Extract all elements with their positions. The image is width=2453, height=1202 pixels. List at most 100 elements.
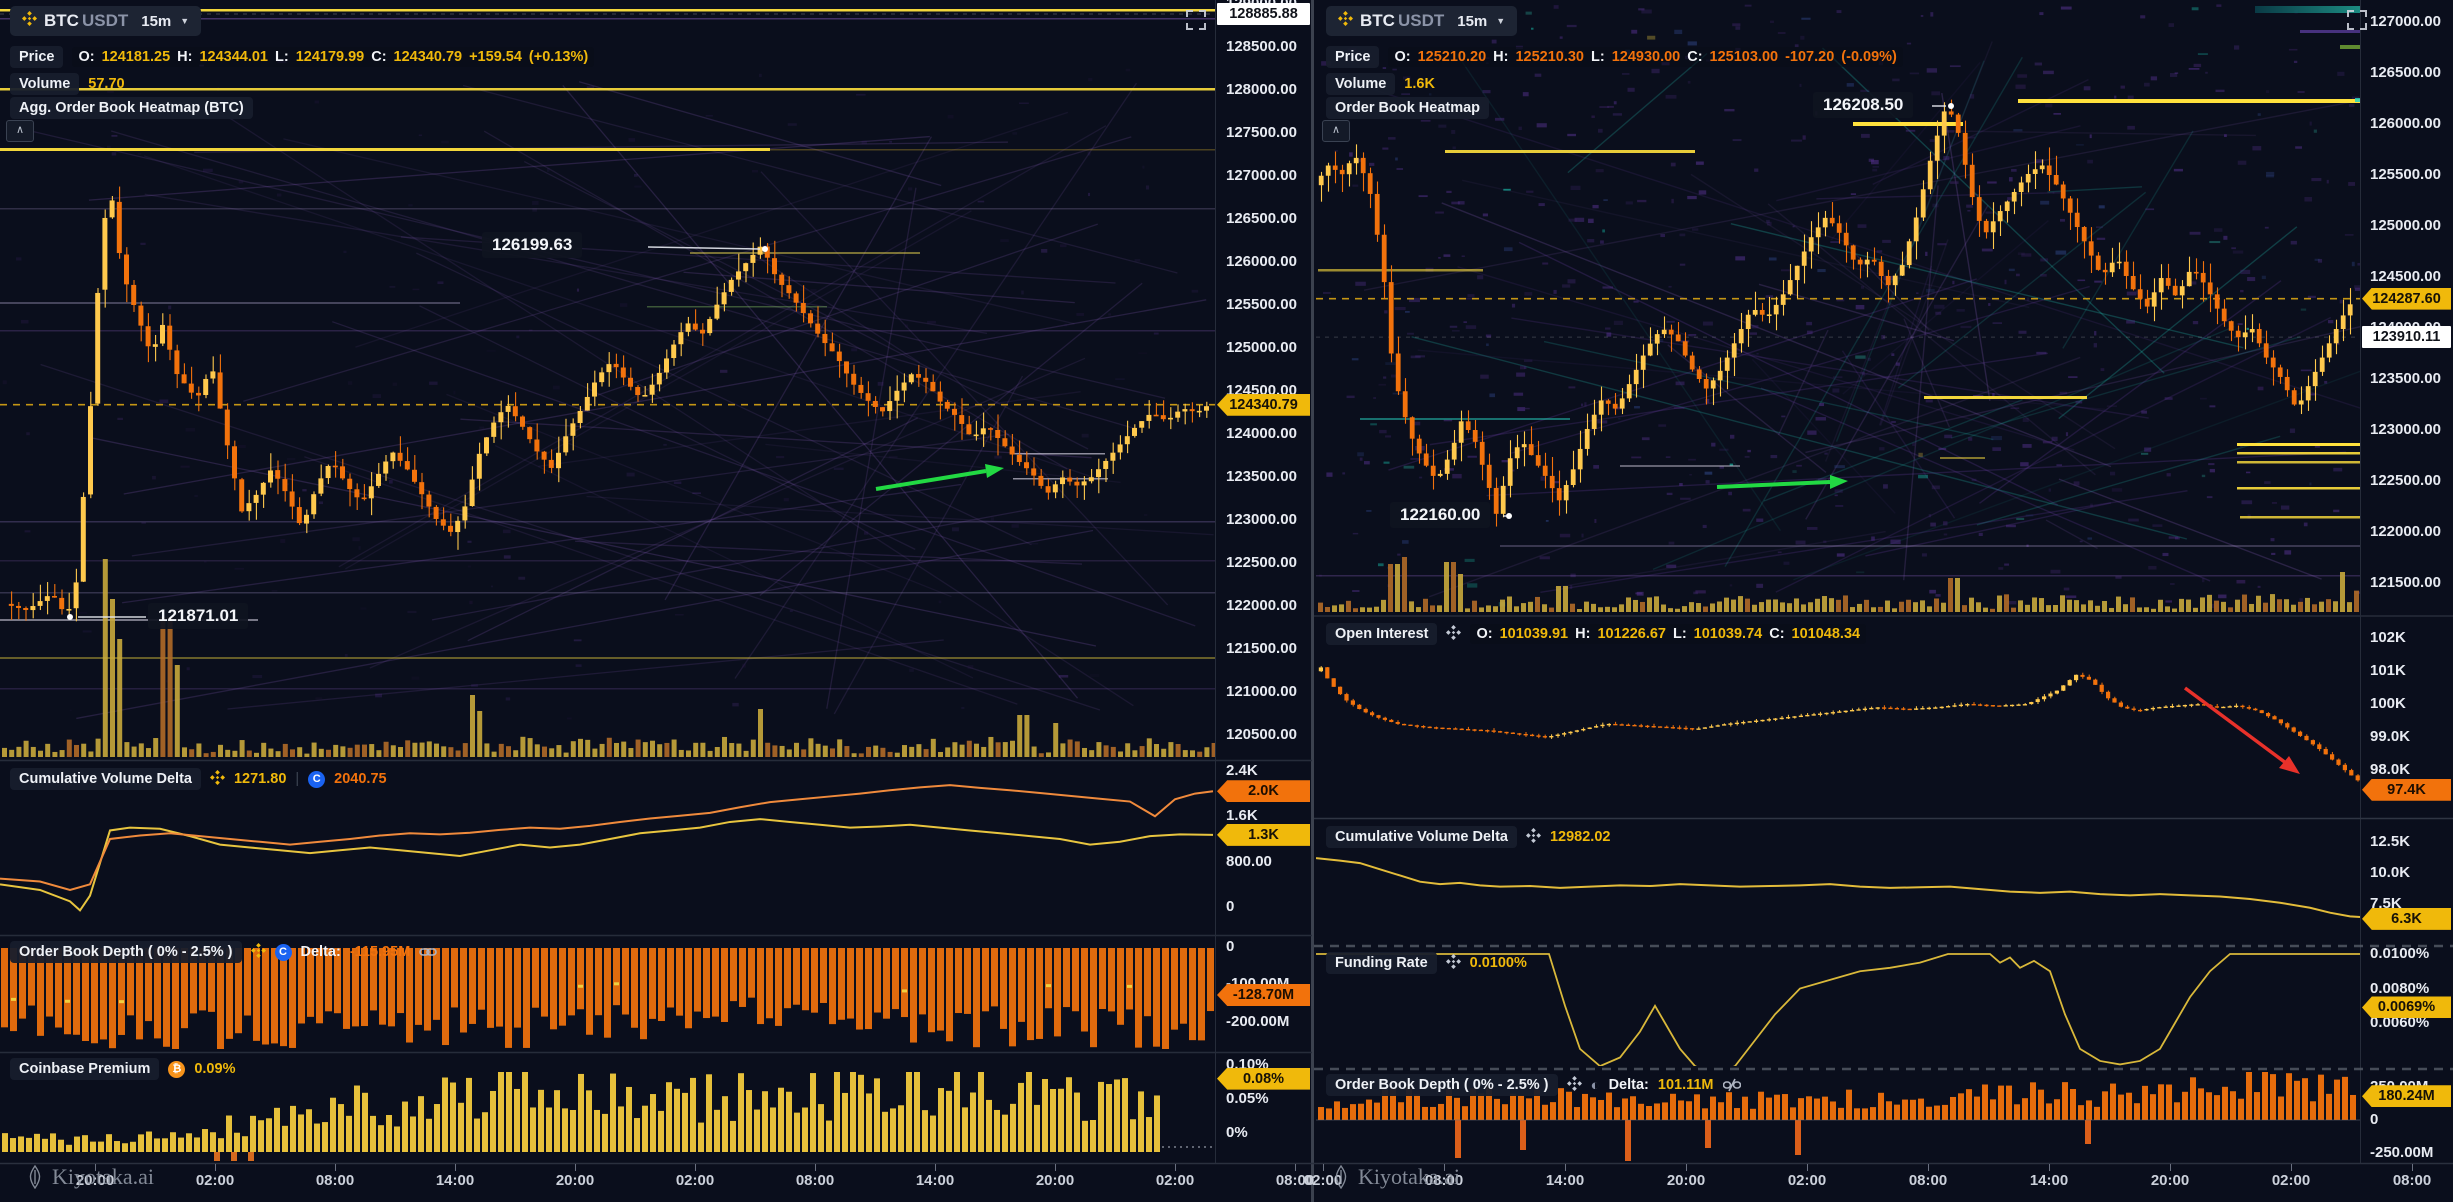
price-axis-label: 123000.00: [2370, 421, 2441, 438]
time-axis-label: 08:00: [2392, 1172, 2432, 1189]
price-axis-label: 0.05%: [1226, 1090, 1269, 1107]
time-axis-tick: [2170, 1164, 2171, 1171]
volume-label: Volume: [10, 73, 80, 95]
broken-link-icon[interactable]: [1722, 1078, 1741, 1092]
fullscreen-icon-left[interactable]: [1184, 8, 1208, 32]
time-axis-label: 02:00: [1303, 1172, 1343, 1189]
ohlc-low-value: 124179.99: [295, 49, 365, 65]
time-axis-tick: [455, 1164, 456, 1171]
time-axis-label: 02:00: [1155, 1172, 1195, 1189]
binance-icon: [1446, 624, 1462, 644]
price-axis-label: 123500.00: [2370, 370, 2441, 387]
delta-value: 101.11M: [1657, 1077, 1714, 1093]
chevron-down-icon: ▼: [180, 16, 190, 26]
panel-header-premium-left: Coinbase Premium ₿ 0.09%: [10, 1058, 235, 1080]
panel-title: Funding Rate: [1326, 952, 1437, 974]
time-axis-tick: [1807, 1164, 1808, 1171]
link-icon[interactable]: [419, 945, 438, 959]
delta-label: Delta:: [300, 944, 341, 960]
oi-low-value: 101039.74: [1693, 626, 1763, 642]
price-label: Price: [1326, 46, 1380, 68]
time-axis-label: 20:00: [75, 1172, 115, 1189]
price-axis-label: -250.00M: [2370, 1144, 2434, 1161]
delta-value: -115.95M: [349, 944, 411, 960]
price-axis-label: 128000.00: [1226, 81, 1297, 98]
price-label: Price: [10, 46, 64, 68]
time-axis-label: 08:00: [1908, 1172, 1948, 1189]
symbol-base: BTC: [44, 11, 79, 30]
last-value-badge: 0.08%: [1217, 1067, 1310, 1090]
time-axis-label: 14:00: [435, 1172, 475, 1189]
price-axis-label: 0: [2370, 1111, 2379, 1128]
time-axis-label: 14:00: [2029, 1172, 2069, 1189]
collapse-button-right[interactable]: ∧: [1322, 120, 1350, 142]
panel-header-obd-left: Order Book Depth ( 0% - 2.5% ) C Delta: …: [10, 941, 438, 963]
heatmap-overlay-label-left: Agg. Order Book Heatmap (BTC): [10, 97, 253, 119]
time-axis-tick: [815, 1164, 816, 1171]
time-axis-tick: [95, 1164, 96, 1171]
funding-value: 0.0100%: [1469, 955, 1527, 971]
price-change: -107.20: [1785, 49, 1835, 65]
last-value-badge: 180.24M: [2362, 1085, 2451, 1108]
price-axis-label: 125500.00: [2370, 166, 2441, 183]
watermark: Kiyotaka.ai: [26, 1164, 154, 1190]
time-axis-label: 08:00: [315, 1172, 355, 1189]
time-axis-label: 20:00: [1666, 1172, 1706, 1189]
price-axis-label: 124000.00: [1226, 425, 1297, 442]
symbol-selector-left[interactable]: BTC USDT 15m ▼: [10, 6, 202, 36]
price-change: +159.54: [469, 49, 522, 65]
binance-icon: [209, 769, 225, 789]
bitcoin-icon: ₿: [168, 1060, 186, 1078]
time-axis-tick: [1295, 1164, 1296, 1171]
ohlc-high-value: 125210.30: [1515, 49, 1584, 65]
fullscreen-icon-right[interactable]: [2345, 8, 2369, 32]
price-axis-label: 10.0K: [2370, 864, 2411, 881]
price-axis-label: 123000.00: [1226, 511, 1297, 528]
price-axis-label: 100K: [2370, 695, 2406, 712]
price-axis-label: 99.0K: [2370, 728, 2411, 745]
premium-value: 0.09%: [194, 1061, 236, 1077]
price-axis-label: 126000.00: [1226, 253, 1297, 270]
time-axis-label: 02:00: [675, 1172, 715, 1189]
last-value-badge: 124287.60: [2362, 287, 2451, 310]
price-axis-label: 128500.00: [1226, 38, 1297, 55]
divider: |: [295, 771, 300, 787]
ohlc-close-value: 125103.00: [1709, 49, 1779, 65]
price-axis-label: 127000.00: [2370, 13, 2441, 30]
time-axis-label: 20:00: [1035, 1172, 1075, 1189]
panel-header-cvd-left: Cumulative Volume Delta 1271.80 | C 2040…: [10, 768, 387, 790]
price-axis-label: 127000.00: [1226, 167, 1297, 184]
cvd-coinbase-value: 2040.75: [334, 771, 387, 787]
ohlc-low-value: 124930.00: [1611, 49, 1681, 65]
watermark-text: Kiyotaka.ai: [52, 1164, 155, 1189]
interval-selector-left[interactable]: 15m: [141, 12, 172, 30]
price-axis-label: 127500.00: [1226, 124, 1297, 141]
time-axis-tick: [1444, 1164, 1445, 1171]
time-axis-label: 08:00: [1275, 1172, 1315, 1189]
symbol-selector-right[interactable]: BTC USDT 15m ▼: [1326, 6, 1518, 36]
ohlc-close-value: 124340.79: [393, 49, 463, 65]
binance-icon: [1338, 11, 1353, 31]
binance-icon: [1445, 953, 1461, 973]
collapse-button-left[interactable]: ∧: [6, 120, 34, 142]
oi-open-key: O:: [1476, 626, 1493, 642]
symbol-quote: USDT: [1397, 11, 1445, 30]
ohlc-close-key: C:: [1687, 49, 1703, 65]
time-axis-label: 20:00: [2150, 1172, 2190, 1189]
oi-high-key: H:: [1575, 626, 1591, 642]
price-axis-label: 123500.00: [1226, 468, 1297, 485]
time-axis-label: 02:00: [195, 1172, 235, 1189]
price-axis-label: 126500.00: [1226, 210, 1297, 227]
heatmap-overlay-label-right: Order Book Heatmap: [1326, 97, 1490, 119]
panel-title: Order Book Depth ( 0% - 2.5% ): [10, 941, 242, 963]
time-axis-tick: [2049, 1164, 2050, 1171]
volume-row-left: Volume 57.70: [10, 73, 125, 95]
time-axis-label: 08:00: [795, 1172, 835, 1189]
price-axis-label: 121500.00: [2370, 574, 2441, 591]
panel-header-cvd-right: Cumulative Volume Delta 12982.02: [1326, 826, 1610, 848]
price-axis-label: 126500.00: [2370, 64, 2441, 81]
interval-selector-right[interactable]: 15m: [1457, 12, 1488, 30]
volume-label: Volume: [1326, 73, 1396, 95]
price-axis-label: 122500.00: [2370, 472, 2441, 489]
oi-close-value: 101048.34: [1791, 626, 1861, 642]
